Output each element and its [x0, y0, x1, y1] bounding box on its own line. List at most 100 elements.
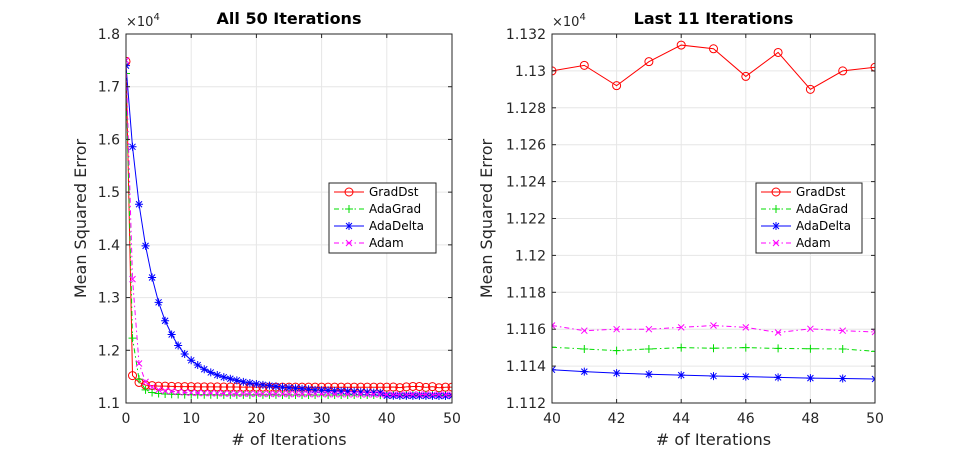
chart1-series-adam-point	[155, 386, 162, 394]
chart1-series-adam-point	[350, 390, 358, 398]
chart2-series-adagrad-point	[677, 343, 686, 352]
chart1-legend-box	[328, 182, 437, 254]
chart2-series-adam-point	[839, 327, 847, 335]
chart1-series-graddst-point	[447, 382, 452, 392]
chart1-series-adadelta-point	[317, 386, 326, 395]
chart1-legend: GradDst AdaGrad AdaDelta Adam	[328, 182, 437, 254]
chart2-series-adadelta-point	[644, 370, 653, 379]
chart1-legend-point	[345, 239, 353, 247]
chart2-series-adadelta-point	[580, 367, 589, 376]
chart2-axis-multiplier: ×104	[552, 12, 586, 30]
chart1-x-tick-label: 0	[122, 411, 131, 427]
chart2-y-tick-label: 1.12	[515, 248, 546, 264]
chart2-legend: GradDst AdaGrad AdaDelta Adam	[755, 182, 863, 254]
chart1-series-graddst-point	[408, 381, 418, 391]
chart2-legend-label: AdaGrad	[796, 202, 848, 216]
chart1-x-tick-label: 30	[313, 411, 331, 427]
chart2-y-axis-label: Mean Squared Error	[477, 138, 496, 298]
chart1-series-adam-point	[194, 389, 202, 397]
chart2-y-tick-label: 1.128	[506, 101, 546, 117]
chart1: 0 10 20 30 40 50 1.1 1.2 1.3 1.4 1.5 1.6 1.7 1.8 ×104 A…	[71, 9, 461, 449]
chart1-series-adadelta-point	[395, 391, 404, 400]
chart1-legend-item-adadelta: AdaDelta	[334, 219, 424, 233]
chart1-series-adam-point	[311, 390, 319, 398]
chart1-y-tick-label: 1.4	[98, 238, 120, 254]
chart1-y-tick-label: 1.5	[98, 185, 120, 201]
chart1-series-adadelta-point	[311, 385, 320, 394]
chart2-series-adadelta-point	[838, 374, 847, 383]
chart1-series-adagrad-point	[126, 69, 130, 78]
chart1-series-adadelta-point	[161, 316, 170, 325]
chart1-series-adadelta-point	[135, 200, 144, 209]
chart1-series-adam-point	[429, 391, 436, 399]
chart1-series-adam-point	[292, 390, 299, 398]
chart1-series-adagrad-point	[154, 389, 163, 398]
chart2-legend-point	[772, 222, 780, 230]
chart1-series-adam-point	[331, 390, 338, 398]
chart1-x-axis-label: # of Iterations	[231, 430, 346, 449]
chart1-series-adagrad-point	[448, 391, 452, 400]
chart1-series-adadelta-point	[298, 384, 307, 393]
chart2-series-adadelta-point	[806, 374, 815, 383]
chart2-series-adam-point	[807, 325, 814, 333]
chart1-series-adam-point	[148, 383, 156, 391]
chart1-series-adam-point	[233, 390, 241, 398]
chart1-series-adam-point	[135, 360, 143, 367]
chart1-series-adam-point	[240, 390, 247, 398]
chart1-series-adadelta-point	[245, 378, 254, 387]
chart1-series-adam-point	[442, 391, 449, 398]
chart2-plot-area	[552, 40, 875, 384]
chart1-series-adam-point	[129, 275, 136, 283]
chart1-series-adam-point	[448, 391, 452, 399]
chart1-series-adam-point	[181, 389, 189, 396]
chart1-series-adam-point	[168, 388, 175, 395]
chart2-series-graddst-point	[579, 60, 589, 70]
chart1-series-adadelta-point	[239, 377, 248, 386]
chart2-series-adadelta-point	[774, 373, 783, 382]
chart1-series-adadelta-point	[291, 384, 300, 393]
chart2-legend-item-graddst: GradDst	[761, 185, 846, 199]
chart1-series-adam-point	[259, 390, 267, 398]
chart1-series-adam-point	[220, 390, 228, 397]
chart2-series-graddst-point	[612, 81, 622, 91]
chart1-series-adadelta-point	[434, 391, 443, 400]
chart1-legend-item-adam: Adam	[334, 236, 404, 250]
chart1-series-adadelta-point	[428, 391, 437, 400]
chart1-y-tick-label: 1.6	[98, 132, 120, 148]
chart2-series-adagrad-point	[709, 344, 718, 353]
chart1-legend-item-adagrad: AdaGrad	[334, 202, 421, 216]
chart1-series-graddst-point	[126, 56, 131, 66]
chart2-series-adadelta-point	[612, 369, 621, 378]
chart1-series-adadelta-point	[213, 371, 222, 380]
chart1-series-adadelta-point	[369, 388, 378, 397]
chart1-series-adadelta-point	[421, 391, 430, 400]
chart2-x-axis-label: # of Iterations	[656, 430, 771, 449]
chart1-y-axis-label: Mean Squared Error	[71, 138, 90, 298]
chart2-series-graddst-point	[741, 71, 751, 81]
chart1-series-adadelta-point	[382, 391, 391, 400]
chart1-series-adam-point	[161, 387, 169, 395]
chart1-series-adam-point	[376, 391, 384, 398]
chart2-series-adam-point	[774, 329, 782, 336]
chart1-series-adam-point	[383, 391, 391, 398]
chart1-series-adam-point	[337, 390, 345, 398]
chart2-y-tick-label: 1.126	[506, 138, 546, 154]
chart2-series-graddst-line	[552, 44, 875, 90]
chart2-series-graddst-point	[676, 40, 686, 50]
chart1-legend-point	[344, 187, 354, 197]
chart1-series-adadelta-point	[363, 388, 372, 397]
chart1-series-adadelta-point	[356, 387, 365, 396]
chart1-series-adam-point	[422, 391, 430, 398]
chart1-series-adam-point	[396, 391, 404, 398]
chart2-x-tick-label: 46	[737, 411, 755, 427]
chart1-series-adagrad-point	[148, 388, 157, 397]
chart2-y-tick-label: 1.118	[506, 285, 546, 301]
chart1-series-graddst-point	[414, 382, 424, 392]
chart1-series-adadelta-point	[265, 381, 274, 390]
chart1-series-adam-point	[253, 390, 260, 398]
chart2-series-adam-point	[677, 324, 685, 331]
chart1-series-adadelta-point	[193, 361, 202, 370]
chart1-legend-label: Adam	[369, 236, 404, 250]
chart2-series-adagrad-point	[612, 346, 621, 355]
chart1-series-adadelta	[126, 61, 452, 400]
